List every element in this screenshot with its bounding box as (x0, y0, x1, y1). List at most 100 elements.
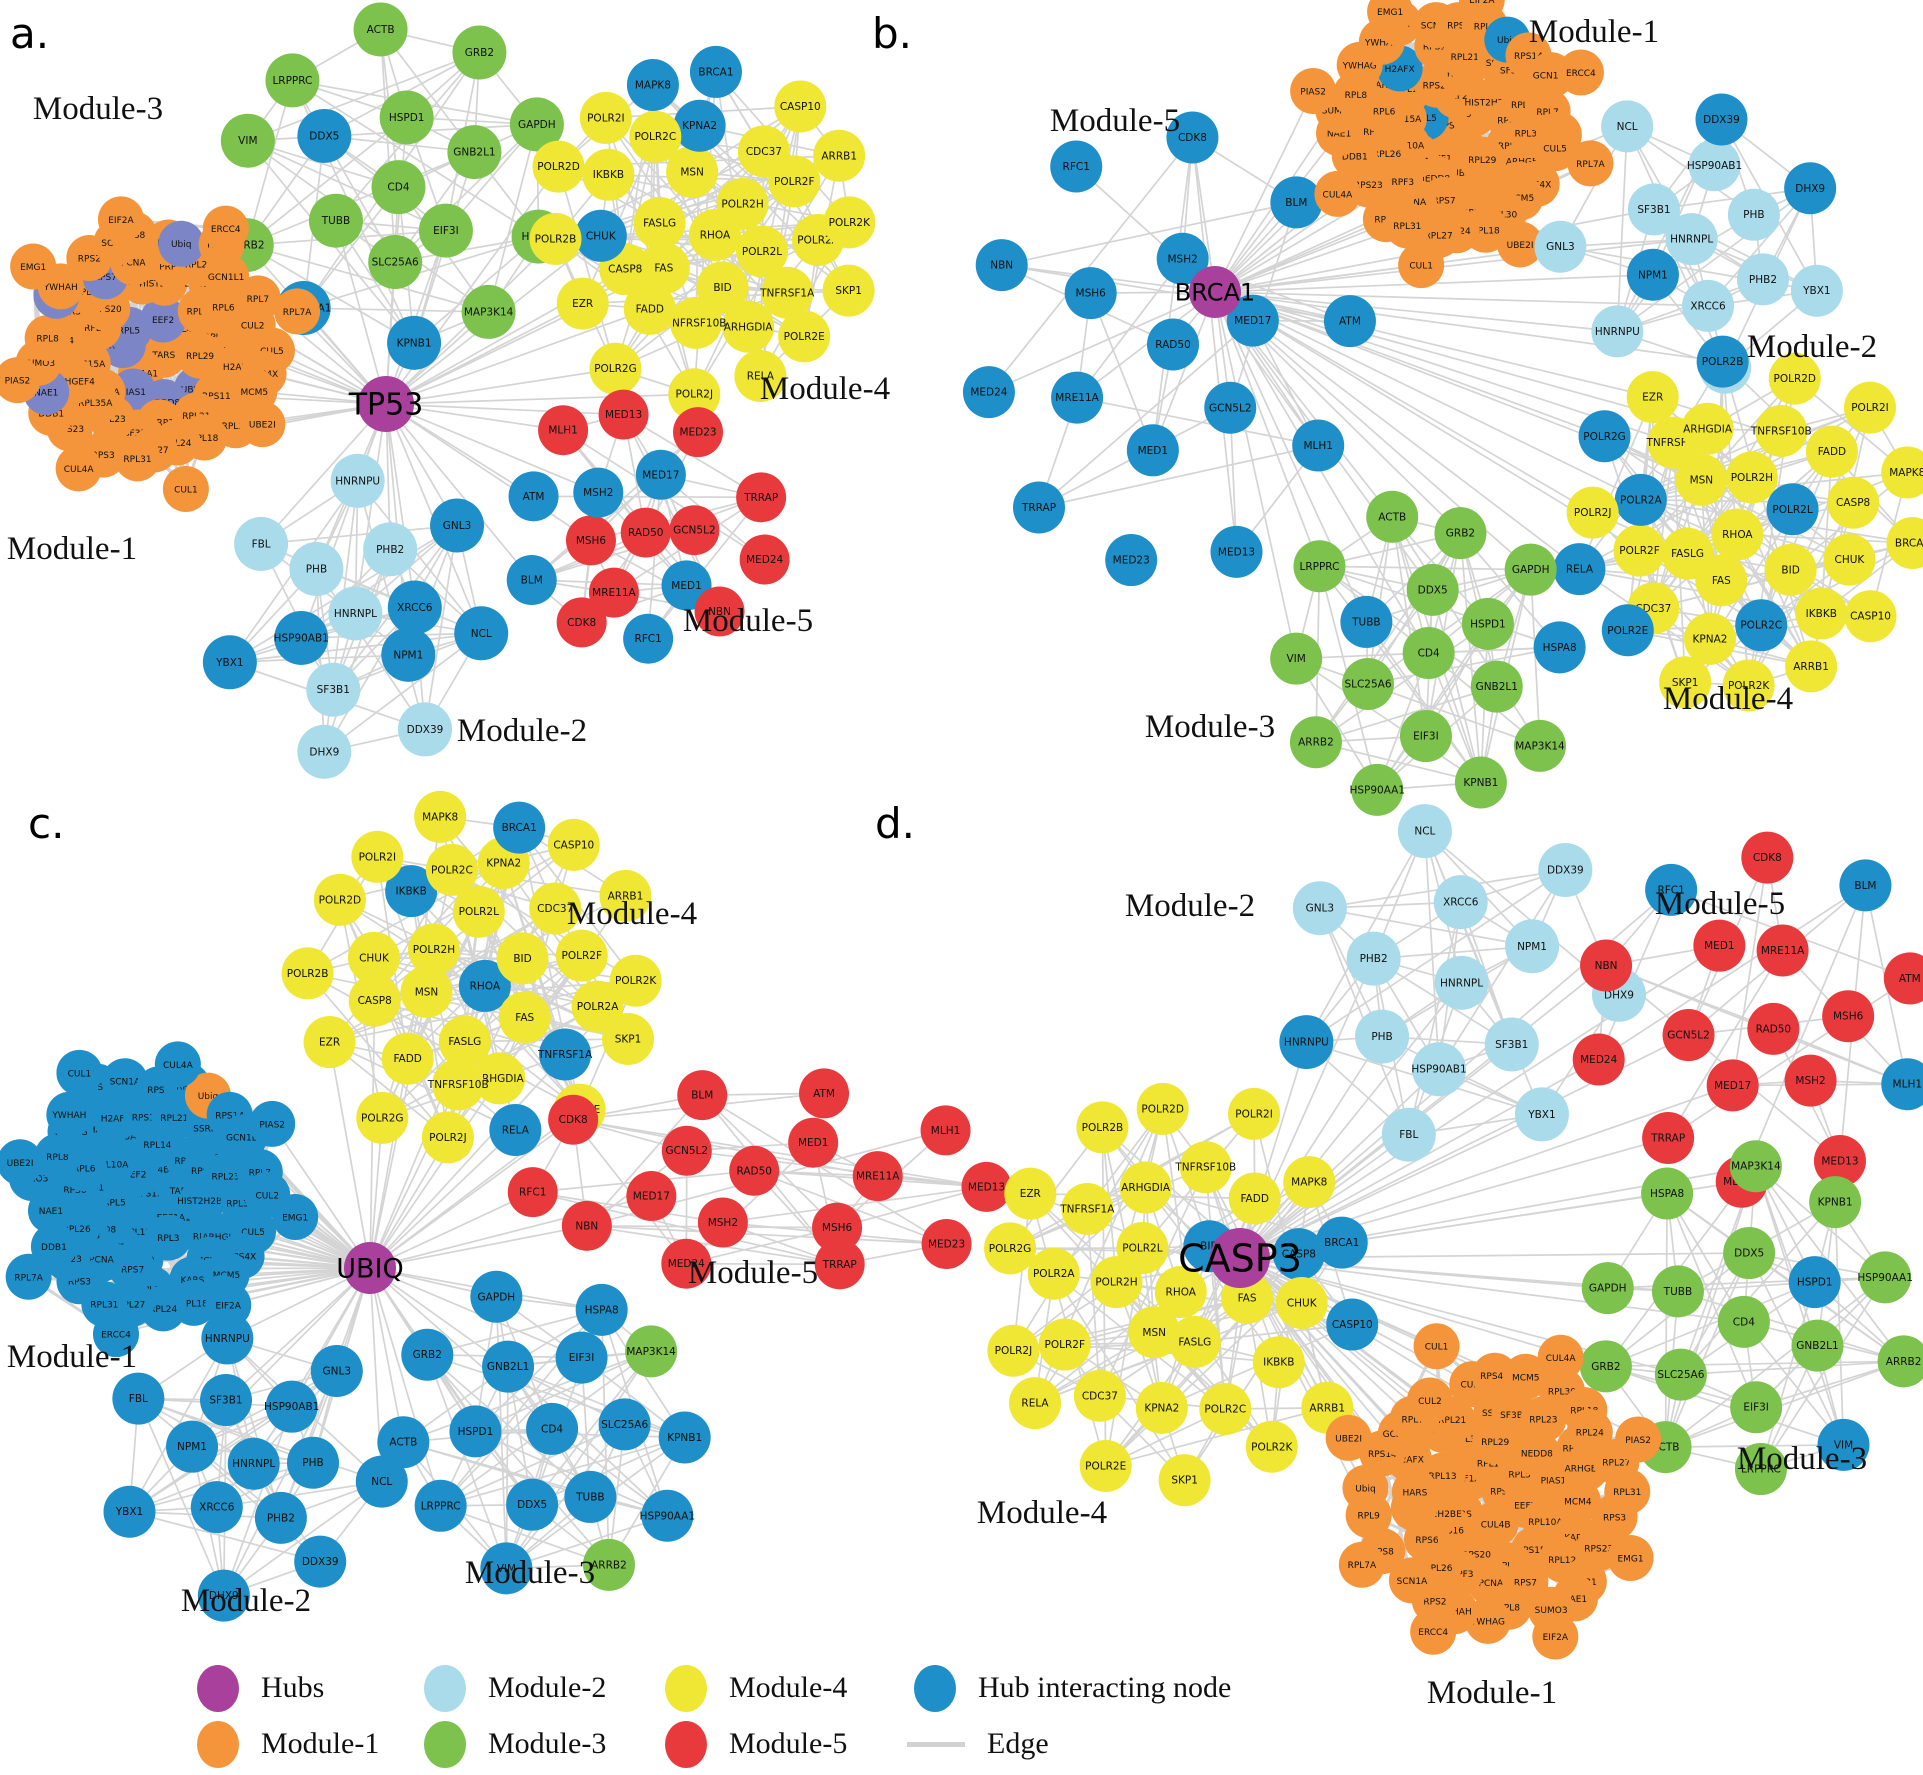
node-MED17[interactable]: MED17 (1706, 1059, 1759, 1112)
node-DHX9[interactable]: DHX9 (297, 724, 352, 779)
node-HNRNPU[interactable]: HNRNPU (1591, 305, 1644, 358)
node-HSPD1[interactable]: HSPD1 (1461, 597, 1514, 650)
node-EIF3I[interactable]: EIF3I (1730, 1381, 1783, 1434)
node-CHUK[interactable]: CHUK (347, 931, 400, 984)
node-IKBKB[interactable]: IKBKB (582, 148, 635, 201)
node-XRCC6[interactable]: XRCC6 (190, 1481, 243, 1534)
node-KPNA2[interactable]: KPNA2 (673, 99, 726, 152)
node-EZR[interactable]: EZR (303, 1016, 356, 1069)
node-MED17[interactable]: MED17 (626, 1171, 677, 1222)
node-MRE11A[interactable]: MRE11A (1756, 924, 1809, 977)
node-TNFRSF10B[interactable]: TNFRSF10B (1174, 1141, 1236, 1194)
node-POLR2J[interactable]: POLR2J (421, 1111, 474, 1164)
node-XRCC6[interactable]: XRCC6 (387, 580, 442, 635)
node-HNRNPL[interactable]: HNRNPL (328, 586, 383, 641)
node-FAS[interactable]: FAS (1695, 554, 1748, 607)
node-CUL1[interactable]: CUL1 (1413, 1323, 1460, 1370)
node-CUL1[interactable]: CUL1 (1398, 242, 1445, 289)
node-MED13[interactable]: MED13 (1210, 525, 1263, 578)
node-MED1[interactable]: MED1 (1693, 919, 1746, 972)
node-KPNB1[interactable]: KPNB1 (1454, 756, 1507, 809)
node-DDX5[interactable]: DDX5 (1406, 563, 1459, 616)
node-RPL7A[interactable]: RPL7A (1338, 1541, 1385, 1588)
node-PIAS2[interactable]: PIAS2 (1290, 68, 1337, 115)
node-RPL7A[interactable]: RPL7A (274, 288, 321, 335)
node-TUBB[interactable]: TUBB (564, 1470, 617, 1523)
node-UBE2I[interactable]: UBE2I (239, 401, 286, 448)
node-GNL3[interactable]: GNL3 (310, 1345, 363, 1398)
hub-node-UBIQ[interactable]: UBIQ (336, 1242, 404, 1294)
node-GNL3[interactable]: GNL3 (1292, 881, 1347, 936)
node-POLR2F[interactable]: POLR2F (555, 929, 608, 982)
node-SLC25A6[interactable]: SLC25A6 (1654, 1348, 1707, 1401)
node-MAP3K14[interactable]: MAP3K14 (461, 284, 516, 339)
node-POLR2J[interactable]: POLR2J (987, 1324, 1040, 1377)
node-ACTB[interactable]: ACTB (1366, 490, 1419, 543)
node-POLR2H[interactable]: POLR2H (407, 923, 460, 976)
node-GNB2L1[interactable]: GNB2L1 (482, 1340, 535, 1393)
node-CUL1[interactable]: CUL1 (162, 466, 209, 513)
node-YBX1[interactable]: YBX1 (1514, 1087, 1569, 1142)
node-TRRAP[interactable]: TRRAP (814, 1239, 865, 1290)
node-GNB2L1[interactable]: GNB2L1 (447, 125, 502, 180)
node-GAPDH[interactable]: GAPDH (470, 1270, 523, 1323)
node-POLR2J[interactable]: POLR2J (1566, 486, 1619, 539)
node-SKP1[interactable]: SKP1 (1158, 1454, 1211, 1507)
node-POLR2F[interactable]: POLR2F (1613, 524, 1666, 577)
node-NCL[interactable]: NCL (454, 606, 509, 661)
node-CASP10[interactable]: CASP10 (1326, 1298, 1379, 1351)
node-NCL[interactable]: NCL (1601, 100, 1654, 153)
node-RAD50[interactable]: RAD50 (1747, 1002, 1800, 1055)
node-PHB2[interactable]: PHB2 (1346, 931, 1401, 986)
node-NBN[interactable]: NBN (1580, 939, 1633, 992)
node-UBE2I[interactable]: UBE2I (1325, 1414, 1372, 1461)
node-MRE11A[interactable]: MRE11A (852, 1151, 903, 1202)
node-CDK8[interactable]: CDK8 (1741, 831, 1794, 884)
node-POLR2B[interactable]: POLR2B (1696, 335, 1749, 388)
node-DDX5[interactable]: DDX5 (1723, 1227, 1776, 1280)
node-XRCC6[interactable]: XRCC6 (1682, 279, 1735, 332)
node-EIF2A[interactable]: EIF2A (1532, 1613, 1579, 1660)
node-POLR2F[interactable]: POLR2F (1038, 1318, 1091, 1371)
node-GNB2L1[interactable]: GNB2L1 (1791, 1319, 1844, 1372)
node-POLR2G[interactable]: POLR2G (984, 1222, 1037, 1275)
node-NCL[interactable]: NCL (1397, 804, 1452, 859)
node-MSH6[interactable]: MSH6 (565, 515, 616, 566)
node-EMG1[interactable]: EMG1 (10, 243, 57, 290)
node-EZR[interactable]: EZR (556, 277, 609, 330)
node-MED13[interactable]: MED13 (961, 1161, 1012, 1212)
node-HNRNPL[interactable]: HNRNPL (227, 1437, 280, 1490)
node-BLM[interactable]: BLM (1270, 176, 1323, 229)
node-PHB[interactable]: PHB (1727, 188, 1780, 241)
node-LRPPRC[interactable]: LRPPRC (1293, 540, 1346, 593)
node-GRB2[interactable]: GRB2 (401, 1328, 454, 1381)
node-RAD50[interactable]: RAD50 (1147, 318, 1200, 371)
node-POLR2B[interactable]: POLR2B (529, 212, 582, 265)
node-VIM[interactable]: VIM (220, 113, 275, 168)
node-POLR2B[interactable]: POLR2B (1076, 1101, 1129, 1154)
node-IKBKB[interactable]: IKBKB (1252, 1336, 1305, 1389)
node-CDK8[interactable]: CDK8 (548, 1094, 599, 1145)
node-EIF3I[interactable]: EIF3I (555, 1331, 608, 1384)
node-MAPK8[interactable]: MAPK8 (1881, 446, 1923, 499)
node-MAP3K14[interactable]: MAP3K14 (1729, 1140, 1782, 1193)
node-CASP10[interactable]: CASP10 (547, 818, 600, 871)
node-RPL7A[interactable]: RPL7A (5, 1253, 52, 1300)
node-MSH2[interactable]: MSH2 (1784, 1054, 1837, 1107)
node-SLC25A6[interactable]: SLC25A6 (1342, 657, 1395, 710)
node-HSP90AA1[interactable]: HSP90AA1 (1349, 763, 1405, 816)
node-SF3B1[interactable]: SF3B1 (1627, 183, 1680, 236)
node-MSH2[interactable]: MSH2 (697, 1197, 748, 1248)
node-SF3B1[interactable]: SF3B1 (199, 1374, 252, 1427)
node-MED24[interactable]: MED24 (962, 366, 1015, 419)
node-ACTB[interactable]: ACTB (353, 2, 408, 57)
node-CD4[interactable]: CD4 (371, 160, 426, 215)
node-EZR[interactable]: EZR (1004, 1167, 1057, 1220)
hub-node-BRCA1[interactable]: BRCA1 (1175, 266, 1255, 318)
node-HSPA8[interactable]: HSPA8 (1533, 621, 1586, 674)
node-GCN5L2[interactable]: GCN5L2 (661, 1125, 712, 1176)
node-MED1[interactable]: MED1 (788, 1117, 839, 1168)
node-SF3B1[interactable]: SF3B1 (1484, 1017, 1539, 1072)
node-CUL4A[interactable]: CUL4A (154, 1041, 201, 1088)
node-SF3B1[interactable]: SF3B1 (306, 662, 361, 717)
